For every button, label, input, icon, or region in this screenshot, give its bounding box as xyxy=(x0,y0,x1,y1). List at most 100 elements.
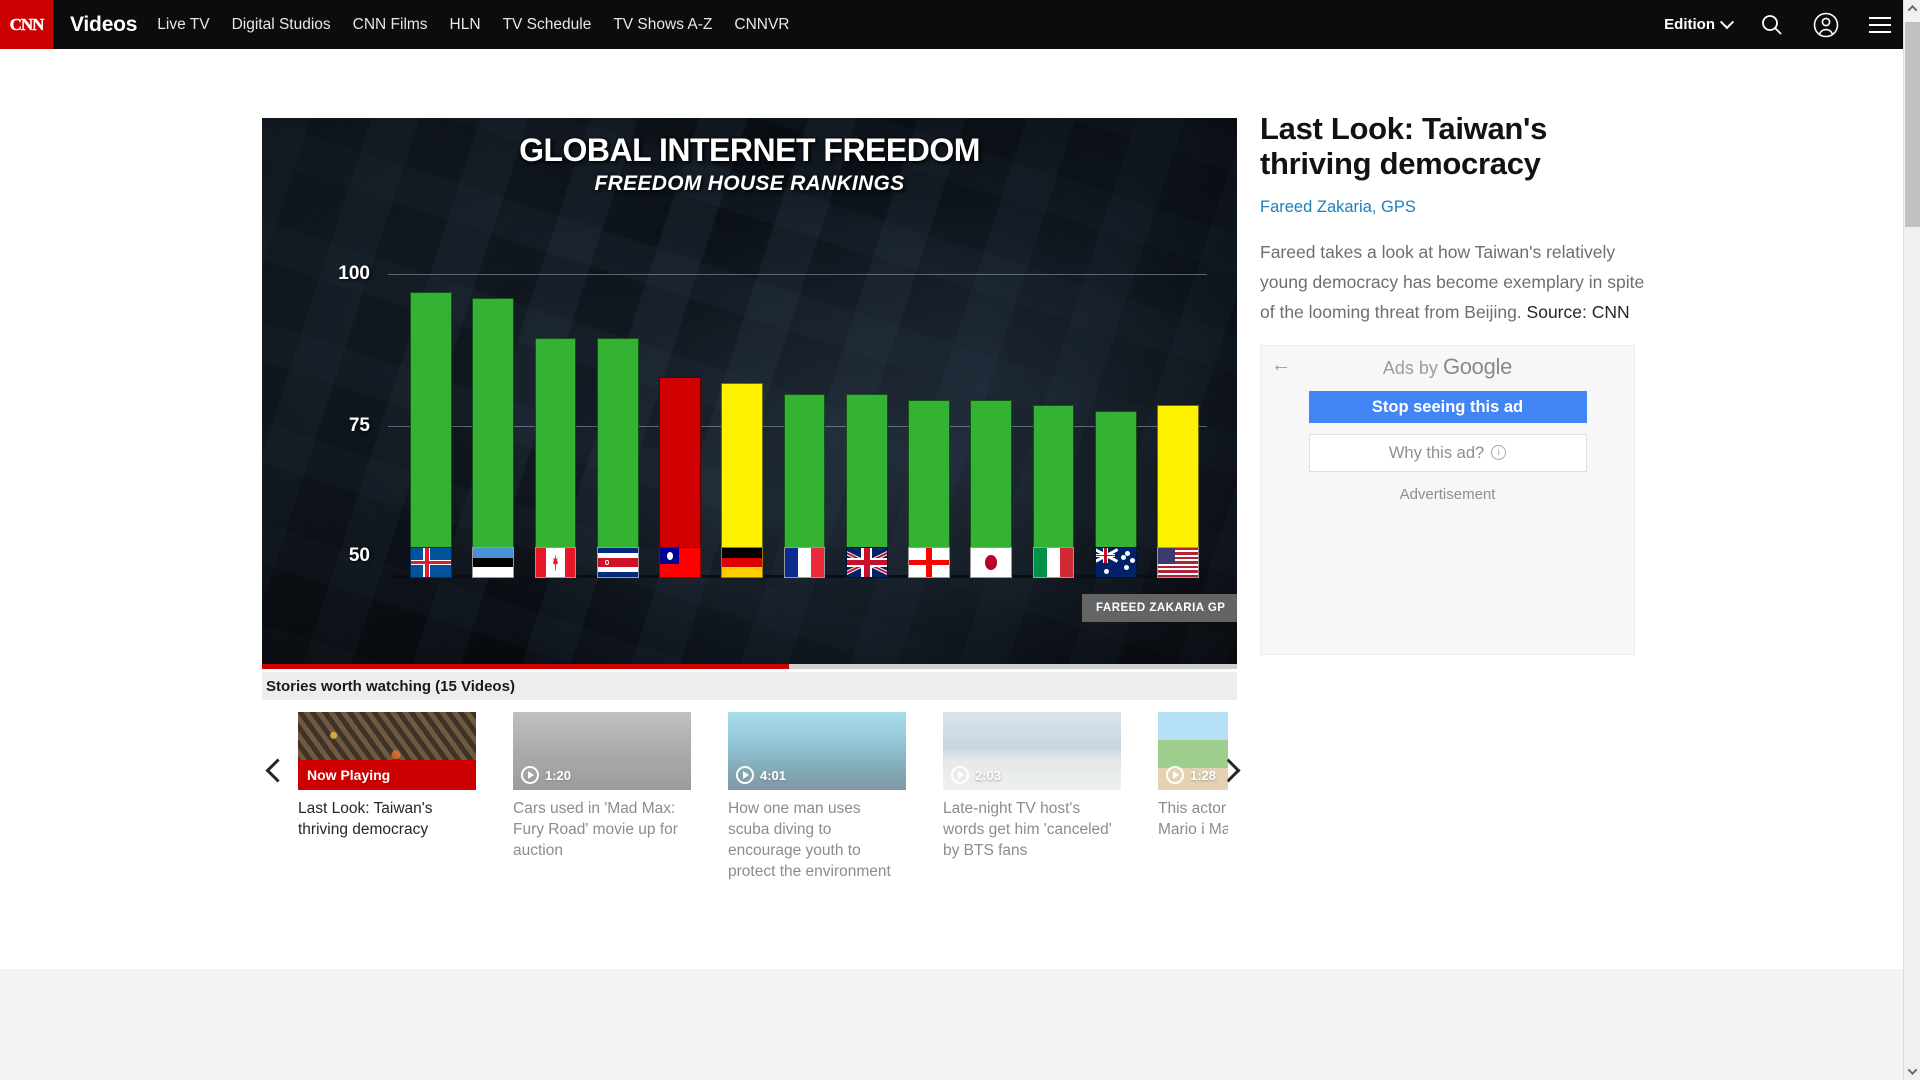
flag-estonia-icon xyxy=(472,547,515,578)
video-card-title[interactable]: How one man uses scuba diving to encoura… xyxy=(728,800,891,880)
carousel-video-card[interactable]: 1:20 Cars used in 'Mad Max: Fury Road' mo… xyxy=(513,712,691,942)
play-icon xyxy=(736,766,754,784)
carousel-prev-arrow[interactable] xyxy=(262,750,292,790)
y-tick-100: 100 xyxy=(338,263,370,285)
flag-uk-icon xyxy=(845,547,888,578)
nav-link-cnnvr[interactable]: CNNVR xyxy=(734,15,790,33)
duration-text: 1:20 xyxy=(545,767,572,783)
video-thumbnail[interactable]: 1:28 xyxy=(1158,712,1228,790)
video-description: Fareed takes a look at how Taiwan's rela… xyxy=(1260,237,1652,327)
bar-fill xyxy=(845,394,888,547)
scroll-up-arrow-icon[interactable] xyxy=(1904,0,1920,17)
ad-back-arrow-icon[interactable]: ← xyxy=(1271,353,1291,376)
flag-australia-icon xyxy=(1094,547,1137,578)
info-icon: i xyxy=(1491,445,1507,461)
video-card-title[interactable]: This actor is s voice Mario i Mario Bros… xyxy=(1158,800,1228,838)
video-duration: 4:01 xyxy=(736,766,786,784)
bar-fill xyxy=(721,383,764,547)
nav-link-live-tv[interactable]: Live TV xyxy=(157,15,210,33)
chart-bar-japan xyxy=(970,268,1013,578)
now-playing-badge: Now Playing xyxy=(298,760,476,790)
chart-subtitle: FREEDOM HOUSE RANKINGS xyxy=(594,172,905,195)
flag-canada-icon xyxy=(534,547,577,578)
bar-fill xyxy=(1094,411,1137,547)
video-thumbnail[interactable]: 2:03 xyxy=(943,712,1121,790)
video-player-area: GLOBAL INTERNET FREEDOM FREEDOM HOUSE RA… xyxy=(262,118,1237,669)
chart-bar-georgia xyxy=(908,268,950,578)
chart-bar-australia xyxy=(1094,268,1137,578)
chart-bar-canada xyxy=(534,268,577,578)
carousel-video-card[interactable]: Now Playing Last Look: Taiwan's thriving … xyxy=(298,712,476,942)
cnn-logo-text: CNN xyxy=(9,15,44,34)
nav-link-digital-studios[interactable]: Digital Studios xyxy=(231,15,331,33)
video-card-title[interactable]: Late-night TV host's words get him 'canc… xyxy=(943,800,1112,859)
carousel-body: Now Playing Last Look: Taiwan's thriving … xyxy=(262,712,1241,942)
nav-link-cnn-films[interactable]: CNN Films xyxy=(352,15,428,33)
nav-links: Live TV Digital Studios CNN Films HLN TV… xyxy=(157,16,789,34)
byline-link[interactable]: Fareed Zakaria, GPS xyxy=(1260,197,1416,216)
bar-fill xyxy=(783,394,826,547)
chart-bar-france xyxy=(783,268,826,578)
page-scrollbar[interactable] xyxy=(1903,0,1920,1080)
duration-text: 4:01 xyxy=(760,767,787,783)
nav-link-hln[interactable]: HLN xyxy=(449,15,481,33)
video-thumbnail[interactable]: Now Playing xyxy=(298,712,476,790)
bar-fill xyxy=(1157,405,1199,547)
bar-chart: 100 75 50 xyxy=(262,263,1237,578)
carousel-video-card[interactable]: 2:03 Late-night TV host's words get him '… xyxy=(943,712,1121,942)
advertisement-label: Advertisement xyxy=(1399,485,1496,503)
carousel-track: Now Playing Last Look: Taiwan's thriving … xyxy=(298,712,1228,942)
duration-text: 1:28 xyxy=(1190,767,1217,783)
flag-italy-icon xyxy=(1032,547,1075,578)
y-tick-75: 75 xyxy=(348,415,370,437)
hamburger-menu-icon[interactable] xyxy=(1866,11,1894,39)
flag-germany-icon xyxy=(721,547,764,578)
video-thumbnail[interactable]: 4:01 xyxy=(728,712,906,790)
video-progress-bar[interactable] xyxy=(262,664,1237,669)
chart-title: GLOBAL INTERNET FREEDOM xyxy=(519,132,980,168)
video-card-title[interactable]: Cars used in 'Mad Max: Fury Road' movie … xyxy=(513,800,678,859)
nav-link-tv-schedule[interactable]: TV Schedule xyxy=(502,15,592,33)
page-title: Last Look: Taiwan's thriving democracy xyxy=(1260,111,1548,182)
nav-section-videos[interactable]: Videos xyxy=(70,12,138,36)
scrollbar-thumb[interactable] xyxy=(1905,22,1920,227)
why-this-ad-button[interactable]: Why this ad? i xyxy=(1308,433,1587,472)
nav-right-tools: Edition xyxy=(1664,0,1894,49)
video-duration: 1:28 xyxy=(1166,766,1216,784)
video-duration: 1:20 xyxy=(521,766,571,784)
video-carousel: Stories worth watching (15 Videos) Now P… xyxy=(262,672,1241,942)
why-this-ad-label: Why this ad? xyxy=(1388,443,1485,462)
carousel-video-card[interactable]: 1:28 This actor is s voice Mario i Mario … xyxy=(1158,712,1228,942)
flag-costarica-icon xyxy=(596,547,639,578)
google-brand-text: Google xyxy=(1442,353,1513,379)
flag-georgia-icon xyxy=(908,547,950,578)
bar-fill xyxy=(472,298,515,547)
user-account-icon[interactable] xyxy=(1812,11,1840,39)
cnn-logo[interactable]: CNN xyxy=(0,0,53,49)
video-player[interactable]: GLOBAL INTERNET FREEDOM FREEDOM HOUSE RA… xyxy=(262,118,1237,664)
footer-gray-band xyxy=(0,969,1920,1080)
flag-japan-icon xyxy=(970,547,1013,578)
carousel-video-card[interactable]: 4:01 How one man uses scuba diving to enc… xyxy=(728,712,906,942)
bar-fill xyxy=(970,400,1013,547)
carousel-heading: Stories worth watching (15 Videos) xyxy=(262,672,1237,700)
scroll-down-arrow-icon[interactable] xyxy=(1904,1063,1920,1080)
stop-seeing-this-ad-button[interactable]: Stop seeing this ad xyxy=(1308,390,1587,423)
search-icon[interactable] xyxy=(1758,11,1786,39)
flag-usa-icon xyxy=(1157,547,1199,578)
duration-text: 2:03 xyxy=(975,767,1002,783)
page-body: GLOBAL INTERNET FREEDOM FREEDOM HOUSE RA… xyxy=(0,49,1920,1080)
y-axis-labels: 100 75 50 xyxy=(262,263,392,578)
right-rail: Last Look: Taiwan's thriving democracy F… xyxy=(1260,111,1652,655)
chart-bar-iceland xyxy=(410,268,452,578)
top-navigation-bar: CNN Videos Live TV Digital Studios CNN F… xyxy=(0,0,1920,49)
ads-by-text: Ads by xyxy=(1382,357,1438,378)
play-icon xyxy=(521,766,539,784)
video-progress-fill xyxy=(262,664,789,669)
video-card-title[interactable]: Last Look: Taiwan's thriving democracy xyxy=(298,800,433,838)
video-thumbnail[interactable]: 1:20 xyxy=(513,712,691,790)
nav-link-tv-shows-az[interactable]: TV Shows A-Z xyxy=(613,15,713,33)
edition-selector[interactable]: Edition xyxy=(1664,14,1735,33)
flag-taiwan-icon xyxy=(659,547,701,578)
play-icon xyxy=(951,766,969,784)
